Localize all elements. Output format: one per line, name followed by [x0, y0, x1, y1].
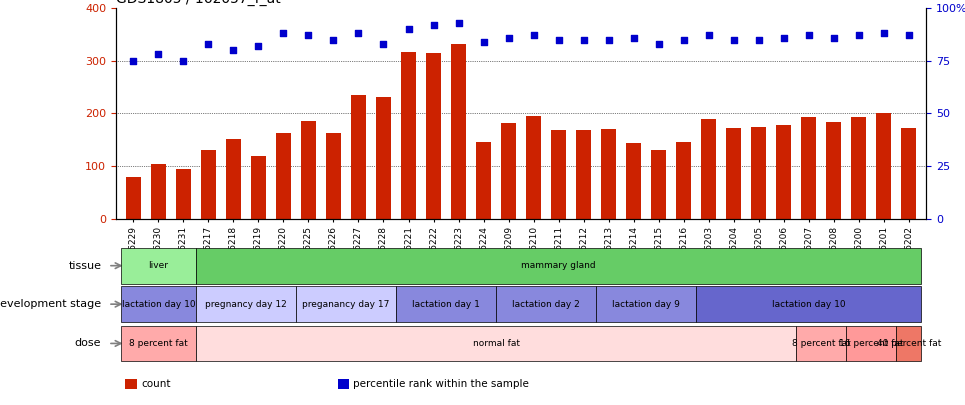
Text: 16 percent fat: 16 percent fat — [840, 339, 903, 348]
Bar — [901, 128, 917, 219]
Bar — [526, 116, 541, 219]
Bar — [151, 164, 166, 219]
Point — [400, 26, 416, 32]
Point — [151, 51, 166, 58]
Text: pregnancy day 12: pregnancy day 12 — [205, 300, 287, 309]
Point — [125, 58, 141, 64]
Bar — [501, 123, 516, 219]
Bar — [851, 117, 867, 219]
Bar — [826, 122, 841, 219]
Text: 8 percent fat: 8 percent fat — [129, 339, 188, 348]
Point — [451, 19, 466, 26]
Text: normal fat: normal fat — [473, 339, 519, 348]
Point — [576, 36, 592, 43]
Point — [701, 32, 716, 39]
Point — [276, 30, 291, 36]
Bar — [551, 130, 566, 219]
Point — [226, 47, 241, 53]
Bar — [201, 150, 216, 219]
Bar — [801, 117, 816, 219]
Point — [426, 22, 441, 28]
Text: 40 percent fat: 40 percent fat — [876, 339, 941, 348]
Point — [901, 32, 917, 39]
Point — [801, 32, 816, 39]
Bar — [476, 142, 491, 219]
Point — [776, 34, 791, 41]
Point — [176, 58, 191, 64]
Bar — [226, 139, 241, 219]
Text: lactation day 1: lactation day 1 — [412, 300, 480, 309]
Point — [751, 36, 766, 43]
Point — [476, 38, 491, 45]
Point — [676, 36, 692, 43]
Bar — [876, 113, 892, 219]
Text: lactation day 9: lactation day 9 — [612, 300, 680, 309]
Point — [251, 43, 266, 49]
Bar — [251, 156, 266, 219]
Text: lactation day 10: lactation day 10 — [772, 300, 845, 309]
Text: liver: liver — [149, 261, 168, 270]
Bar — [326, 133, 341, 219]
Point — [626, 34, 642, 41]
Point — [201, 40, 216, 47]
Text: preganancy day 17: preganancy day 17 — [302, 300, 390, 309]
Bar — [626, 143, 641, 219]
Point — [726, 36, 741, 43]
Bar — [651, 150, 666, 219]
Point — [851, 32, 867, 39]
Text: lactation day 2: lactation day 2 — [512, 300, 580, 309]
Text: development stage: development stage — [0, 299, 101, 309]
Bar — [451, 44, 466, 219]
Bar — [776, 125, 791, 219]
Text: count: count — [141, 379, 171, 389]
Bar — [426, 53, 441, 219]
Point — [601, 36, 617, 43]
Bar — [176, 168, 191, 219]
Point — [651, 40, 667, 47]
Point — [326, 36, 342, 43]
Text: 8 percent fat: 8 percent fat — [792, 339, 851, 348]
Point — [876, 30, 892, 36]
Bar — [351, 95, 366, 219]
Bar — [676, 142, 691, 219]
Point — [301, 32, 317, 39]
Point — [350, 30, 366, 36]
Bar — [401, 52, 416, 219]
Bar — [576, 130, 592, 219]
Point — [551, 36, 566, 43]
Bar — [727, 128, 741, 219]
Text: GDS1805 / 162057_f_at: GDS1805 / 162057_f_at — [116, 0, 281, 6]
Bar — [376, 96, 391, 219]
Bar — [752, 126, 766, 219]
Text: lactation day 10: lactation day 10 — [122, 300, 195, 309]
Text: mammary gland: mammary gland — [521, 261, 596, 270]
Point — [526, 32, 541, 39]
Bar — [125, 177, 141, 219]
Bar — [702, 119, 716, 219]
Point — [501, 34, 516, 41]
Bar — [276, 133, 290, 219]
Point — [826, 34, 841, 41]
Bar — [301, 122, 316, 219]
Bar — [601, 129, 617, 219]
Point — [375, 40, 391, 47]
Text: percentile rank within the sample: percentile rank within the sample — [353, 379, 529, 389]
Text: dose: dose — [75, 339, 101, 348]
Text: tissue: tissue — [69, 261, 101, 271]
